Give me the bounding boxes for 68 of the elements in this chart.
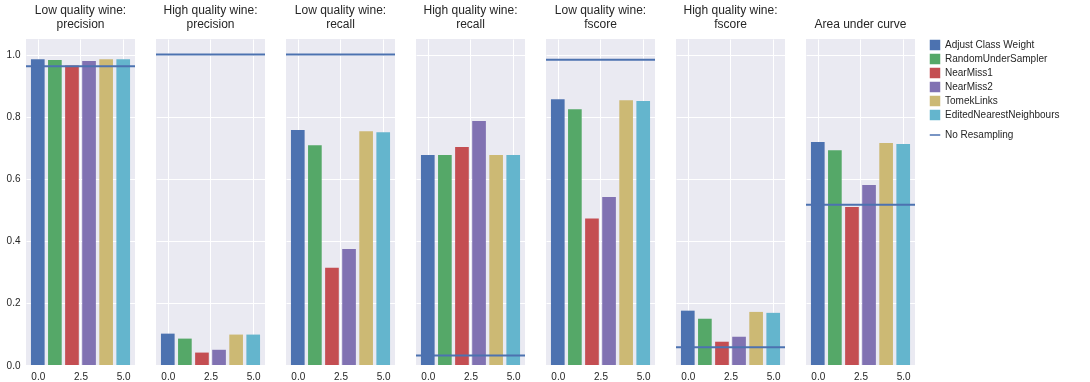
bar — [308, 145, 322, 365]
legend-label: TomekLinks — [945, 95, 998, 106]
bar — [636, 101, 651, 365]
bar — [845, 206, 859, 365]
x-tick-label: 5.0 — [636, 370, 652, 382]
bar — [602, 197, 616, 365]
bar — [896, 143, 911, 365]
bar — [862, 184, 876, 365]
bar — [195, 352, 209, 365]
bar — [698, 318, 712, 365]
x-tick-label: 0.0 — [551, 370, 566, 382]
x-tick-label: 5.0 — [246, 370, 262, 382]
x-tick-label: 5.0 — [896, 370, 912, 382]
x-tick-label: 2.5 — [854, 370, 869, 382]
bar — [879, 143, 893, 365]
legend-label: RandomUnderSampler — [945, 53, 1048, 64]
bar — [212, 349, 226, 365]
x-tick-label: 5.0 — [506, 370, 522, 382]
bar — [325, 267, 339, 365]
bar — [359, 131, 373, 365]
chart-title: Low quality wine: precision — [34, 3, 127, 31]
x-tick-label: 0.0 — [161, 370, 176, 382]
bar — [749, 311, 763, 365]
chart-title: High quality wine: precision — [163, 3, 258, 31]
legend-label: Adjust Class Weight — [945, 39, 1035, 50]
x-tick-label: 2.5 — [204, 370, 219, 382]
x-tick-label: 0.0 — [31, 370, 46, 382]
bar — [766, 312, 781, 365]
chart-title: High quality wine: fscore — [683, 3, 778, 31]
bar — [828, 150, 842, 365]
bar — [619, 100, 633, 365]
bar — [550, 99, 565, 365]
legend-label: EditedNearestNeighbours — [945, 109, 1060, 120]
bar — [246, 334, 261, 365]
bar — [229, 334, 243, 365]
bar — [715, 341, 729, 365]
x-tick-label: 5.0 — [766, 370, 782, 382]
x-tick-label: 0.0 — [811, 370, 826, 382]
y-tick-label: 0.4 — [6, 235, 21, 247]
bar — [290, 129, 305, 365]
x-tick-label: 0.0 — [291, 370, 306, 382]
bar — [178, 338, 192, 365]
x-tick-label: 2.5 — [594, 370, 609, 382]
bar — [376, 132, 391, 365]
legend-label: No Resampling — [945, 129, 1014, 140]
x-tick-label: 2.5 — [464, 370, 479, 382]
x-tick-label: 2.5 — [724, 370, 739, 382]
bar — [568, 109, 582, 365]
chart-title: Low quality wine: fscore — [554, 3, 647, 31]
chart-title: Low quality wine: recall — [294, 3, 387, 31]
y-tick-label: 0.8 — [6, 111, 21, 123]
bar — [585, 218, 599, 365]
bar — [160, 333, 175, 365]
x-tick-label: 0.0 — [681, 370, 696, 382]
y-tick-label: 0.2 — [6, 297, 21, 309]
x-tick-label: 5.0 — [376, 370, 392, 382]
legend-label: NearMiss1 — [945, 67, 994, 78]
x-tick-label: 2.5 — [334, 370, 349, 382]
x-tick-label: 2.5 — [74, 370, 89, 382]
y-tick-label: 0.6 — [6, 173, 21, 185]
chart-title: High quality wine: recall — [423, 3, 518, 31]
x-tick-label: 0.0 — [421, 370, 436, 382]
legend-label: NearMiss2 — [945, 81, 994, 92]
bar — [342, 248, 356, 365]
x-tick-label: 5.0 — [116, 370, 132, 382]
y-tick-label: 0.0 — [6, 359, 21, 371]
y-tick-label: 1.0 — [6, 49, 21, 61]
chart-title: Area under curve — [814, 17, 907, 31]
